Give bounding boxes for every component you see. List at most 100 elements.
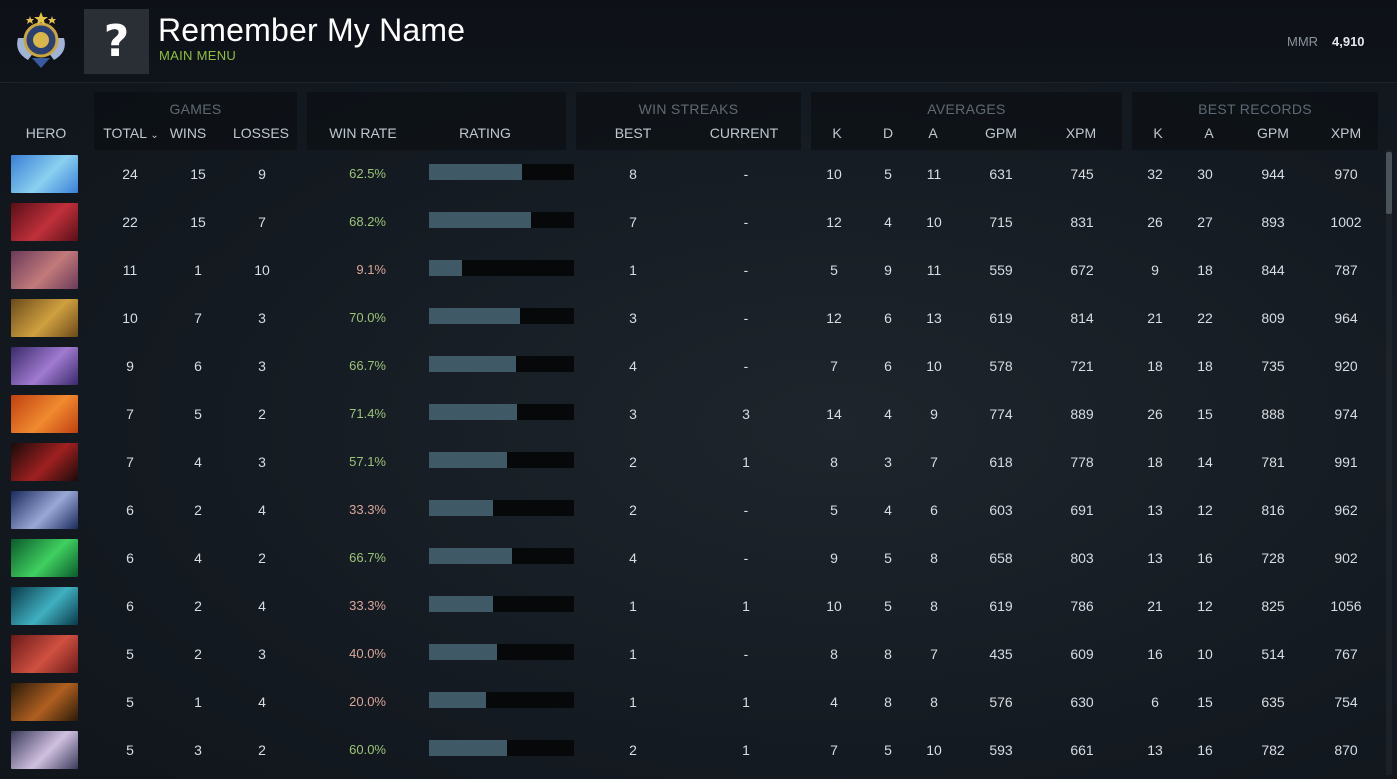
cell-avg-gpm: 593 bbox=[989, 742, 1013, 758]
cell-best-assists: 18 bbox=[1197, 262, 1213, 278]
cell-current-streak: - bbox=[743, 262, 749, 278]
table-row[interactable]: 5 2 3 1 - 8 8 7 435 609 16 10 514 767 40.0% bbox=[0, 632, 1380, 680]
cell-avg-xpm: 889 bbox=[1070, 406, 1094, 422]
col-best-kills[interactable]: K bbox=[1153, 125, 1163, 141]
cell-best-kills: 6 bbox=[1151, 694, 1159, 710]
table-row[interactable]: 5 3 2 2 1 7 5 10 593 661 13 16 782 870 60.0% bbox=[0, 728, 1380, 776]
cell-best-gpm: 635 bbox=[1261, 694, 1285, 710]
col-best-streak[interactable]: BEST bbox=[614, 125, 652, 141]
table-row[interactable]: 22 15 7 7 - 12 4 10 715 831 26 27 893 1002 68.2% bbox=[0, 200, 1380, 248]
cell-avg-gpm: 559 bbox=[989, 262, 1013, 278]
cell-current-streak: - bbox=[743, 646, 749, 662]
cell-best-gpm: 728 bbox=[1261, 550, 1285, 566]
rating-bar-fill bbox=[429, 308, 521, 324]
main-menu-link[interactable]: MAIN MENU bbox=[159, 48, 237, 63]
cell-avg-gpm: 631 bbox=[989, 166, 1013, 182]
scrollbar-thumb[interactable] bbox=[1386, 152, 1392, 214]
col-hero[interactable]: HERO bbox=[25, 125, 67, 141]
cell-win-rate: 60.0% bbox=[349, 742, 386, 757]
rating-bar-fill bbox=[429, 740, 508, 756]
cell-avg-kills: 5 bbox=[830, 502, 838, 518]
hero-portrait[interactable] bbox=[11, 155, 78, 193]
group-games-title: GAMES bbox=[169, 101, 222, 117]
cell-win-rate: 66.7% bbox=[349, 550, 386, 565]
col-avg-xpm[interactable]: XPM bbox=[1065, 125, 1097, 141]
col-best-assists[interactable]: A bbox=[1204, 125, 1214, 141]
cell-win-rate: 62.5% bbox=[349, 166, 386, 181]
rating-bar-fill bbox=[429, 404, 518, 420]
hero-portrait[interactable] bbox=[11, 587, 78, 625]
scrollbar-track[interactable] bbox=[1386, 150, 1392, 775]
table-row[interactable]: 9 6 3 4 - 7 6 10 578 721 18 18 735 920 66.7% bbox=[0, 344, 1380, 392]
rating-bar-fill bbox=[429, 692, 486, 708]
cell-avg-gpm: 618 bbox=[989, 454, 1013, 470]
hero-portrait[interactable] bbox=[11, 491, 78, 529]
col-current-streak[interactable]: CURRENT bbox=[709, 125, 779, 141]
cell-avg-kills: 10 bbox=[826, 598, 842, 614]
rating-bar bbox=[429, 500, 574, 516]
rating-bar-fill bbox=[429, 452, 508, 468]
cell-win-rate: 33.3% bbox=[349, 502, 386, 517]
rating-bar bbox=[429, 596, 574, 612]
cell-wins: 1 bbox=[194, 262, 202, 278]
rating-bar bbox=[429, 308, 574, 324]
cell-win-rate: 66.7% bbox=[349, 358, 386, 373]
cell-best-kills: 9 bbox=[1151, 262, 1159, 278]
col-total[interactable]: TOTAL ⌄ bbox=[96, 125, 166, 141]
col-avg-deaths[interactable]: D bbox=[882, 125, 894, 141]
hero-portrait[interactable] bbox=[11, 299, 78, 337]
cell-losses: 2 bbox=[258, 742, 266, 758]
cell-avg-gpm: 576 bbox=[989, 694, 1013, 710]
table-row[interactable]: 11 1 10 1-5 9 11 559 672 9 18 844 787 9.1% bbox=[0, 248, 1380, 296]
cell-avg-deaths: 5 bbox=[884, 550, 892, 566]
cell-avg-assists: 8 bbox=[930, 694, 938, 710]
col-avg-kills[interactable]: K bbox=[832, 125, 842, 141]
avatar-placeholder: ? bbox=[84, 9, 149, 74]
table-row[interactable]: 7 4 3 2 1 8 3 7 618 778 18 14 781 991 57.1% bbox=[0, 440, 1380, 488]
table-row[interactable]: 6 4 2 4 - 9 5 8 658 803 13 16 728 902 66.7% bbox=[0, 536, 1380, 584]
table-row[interactable]: 5 1 4 1 1 4 8 8 576 630 6 15 635 754 20.0% bbox=[0, 680, 1380, 728]
cell-best-xpm: 787 bbox=[1334, 262, 1358, 278]
cell-avg-assists: 10 bbox=[926, 742, 942, 758]
cell-current-streak: - bbox=[743, 166, 749, 182]
cell-wins: 5 bbox=[194, 406, 202, 422]
cell-win-rate: 68.2% bbox=[349, 214, 386, 229]
cell-best-kills: 13 bbox=[1147, 502, 1163, 518]
hero-portrait[interactable] bbox=[11, 443, 78, 481]
cell-avg-deaths: 6 bbox=[884, 310, 892, 326]
col-wins[interactable]: WINS bbox=[169, 125, 207, 141]
cell-avg-kills: 12 bbox=[826, 214, 842, 230]
cell-avg-kills: 12 bbox=[826, 310, 842, 326]
hero-portrait[interactable] bbox=[11, 635, 78, 673]
cell-best-kills: 16 bbox=[1147, 646, 1163, 662]
cell-total: 22 bbox=[122, 214, 138, 230]
col-best-gpm[interactable]: GPM bbox=[1257, 125, 1289, 141]
cell-losses: 10 bbox=[254, 262, 270, 278]
cell-best-xpm: 767 bbox=[1334, 646, 1358, 662]
col-avg-assists[interactable]: A bbox=[928, 125, 938, 141]
table-row[interactable]: 6 2 4 1 1 10 5 8 619 786 21 12 825 1056 33.3% bbox=[0, 584, 1380, 632]
cell-wins: 2 bbox=[194, 502, 202, 518]
hero-portrait[interactable] bbox=[11, 683, 78, 721]
hero-portrait[interactable] bbox=[11, 347, 78, 385]
hero-portrait[interactable] bbox=[11, 203, 78, 241]
rating-bar bbox=[429, 260, 574, 276]
hero-portrait[interactable] bbox=[11, 539, 78, 577]
col-rating[interactable]: RATING bbox=[459, 125, 511, 141]
hero-portrait[interactable] bbox=[11, 395, 78, 433]
col-losses[interactable]: LOSSES bbox=[232, 125, 290, 141]
cell-wins: 6 bbox=[194, 358, 202, 374]
table-row[interactable]: 10 7 3 3 - 12 6 13 619 814 21 22 809 964 70.0% bbox=[0, 296, 1380, 344]
table-row[interactable]: 24 15 9 8 - 10 5 11 631 745 32 30 944 970 62.5% bbox=[0, 152, 1380, 200]
hero-portrait[interactable] bbox=[11, 251, 78, 289]
cell-best-gpm: 782 bbox=[1261, 742, 1285, 758]
col-best-xpm[interactable]: XPM bbox=[1330, 125, 1362, 141]
col-win-rate[interactable]: WIN RATE bbox=[329, 125, 397, 141]
group-win-streaks-title: WIN STREAKS bbox=[638, 101, 739, 117]
cell-total: 9 bbox=[126, 358, 134, 374]
cell-best-gpm: 888 bbox=[1261, 406, 1285, 422]
table-row[interactable]: 6 2 4 2 - 5 4 6 603 691 13 12 816 962 33.3% bbox=[0, 488, 1380, 536]
hero-portrait[interactable] bbox=[11, 731, 78, 769]
col-avg-gpm[interactable]: GPM bbox=[985, 125, 1017, 141]
table-row[interactable]: 7 5 2 3 3 14 4 9 774 889 26 15 888 974 71.4% bbox=[0, 392, 1380, 440]
